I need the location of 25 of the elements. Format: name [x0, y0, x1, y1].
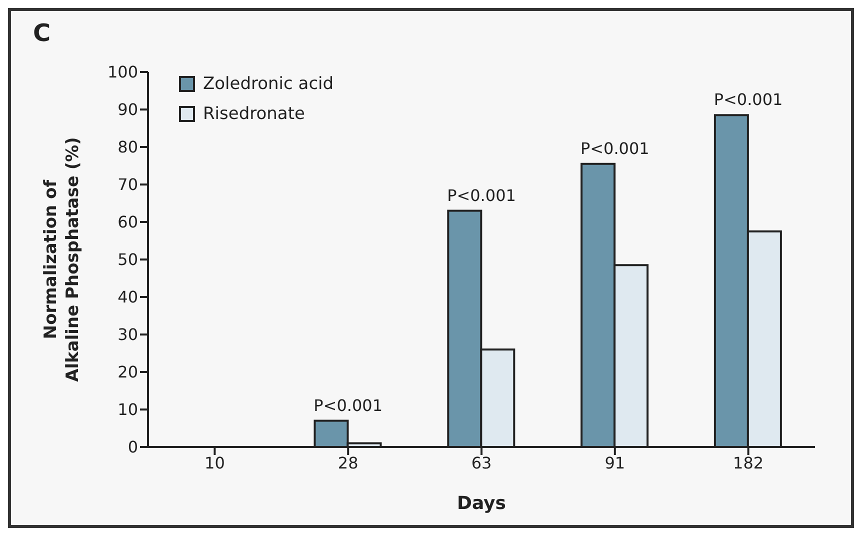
annotation: P<0.001 — [580, 138, 650, 158]
chart-title: C — [33, 19, 51, 47]
y-tick-label: 20 — [118, 362, 138, 382]
y-tick-label: 70 — [118, 175, 138, 194]
y-tick-label: 0 — [128, 438, 138, 457]
x-tick-label: 63 — [471, 453, 492, 472]
y-tick-label: 40 — [118, 288, 138, 307]
y-tick-label: 30 — [118, 325, 138, 344]
legend-label: Zoledronic acid — [203, 74, 334, 94]
x-tick-label: 28 — [338, 453, 358, 472]
y-tick-label: 50 — [118, 250, 138, 270]
x-tick-label: 91 — [604, 453, 626, 472]
annotation: P<0.001 — [314, 396, 383, 415]
y-tick-label: 10 — [118, 400, 138, 420]
annotation: P<0.001 — [447, 186, 516, 205]
legend-label: Risedronate — [203, 104, 305, 124]
x-tick-label: 10 — [204, 453, 225, 472]
y-axis-title: Normalization of Alkaline Phosphatase (%) — [41, 137, 83, 382]
y-tick-label: 80 — [118, 138, 138, 157]
y-tick-label: 90 — [118, 100, 138, 120]
x-axis-title: Days — [457, 493, 506, 514]
x-tick-label: 182 — [733, 453, 764, 472]
y-tick-label: 100 — [107, 62, 138, 82]
y-tick-label: 60 — [118, 212, 138, 232]
annotation: P<0.001 — [714, 90, 783, 110]
